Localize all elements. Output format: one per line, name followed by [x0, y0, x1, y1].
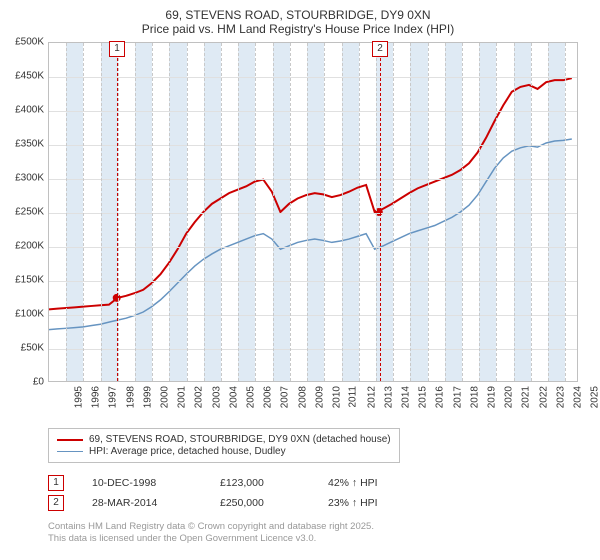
sale-price: £123,000 — [220, 477, 300, 489]
y-tick-label: £400K — [15, 105, 44, 116]
x-tick-label: 1998 — [125, 386, 136, 408]
sale-marker-label: 1 — [109, 41, 125, 57]
legend-swatch — [57, 439, 83, 441]
x-tick-label: 2020 — [503, 386, 514, 408]
x-tick-label: 2003 — [211, 386, 222, 408]
x-tick-label: 2025 — [589, 386, 600, 408]
y-tick-label: £450K — [15, 71, 44, 82]
y-tick-label: £0 — [33, 377, 44, 388]
x-tick-label: 2000 — [159, 386, 170, 408]
legend-item: HPI: Average price, detached house, Dudl… — [57, 446, 391, 457]
x-tick-label: 2006 — [263, 386, 274, 408]
y-tick-label: £200K — [15, 241, 44, 252]
x-tick-label: 2017 — [452, 386, 463, 408]
x-tick-label: 1999 — [142, 386, 153, 408]
footer-line1: Contains HM Land Registry data © Crown c… — [48, 521, 590, 533]
x-axis: 1995 1996 1997 1998 1999 2000 2001 2002 2003 2004… — [48, 382, 578, 422]
x-tick-label: 2018 — [469, 386, 480, 408]
y-tick-label: £50K — [21, 343, 44, 354]
y-tick-label: £350K — [15, 139, 44, 150]
x-tick-label: 2016 — [435, 386, 446, 408]
sale-badge: 1 — [48, 475, 64, 491]
legend: 69, STEVENS ROAD, STOURBRIDGE, DY9 0XN (… — [48, 428, 400, 463]
sale-date: 28-MAR-2014 — [92, 497, 192, 509]
legend-swatch — [57, 451, 83, 452]
x-tick-label: 1995 — [73, 386, 84, 408]
chart-area: £0 £50K £100K £150K £200K £250K £300K £350K £400… — [6, 42, 590, 422]
x-tick-label: 2009 — [314, 386, 325, 408]
x-tick-label: 2023 — [555, 386, 566, 408]
sale-delta: 42% ↑ HPI — [328, 477, 378, 489]
sale-row: 2 28-MAR-2014 £250,000 23% ↑ HPI — [48, 495, 590, 511]
x-tick-label: 2008 — [297, 386, 308, 408]
x-tick-label: 2019 — [486, 386, 497, 408]
x-tick-label: 2015 — [417, 386, 428, 408]
sale-price: £250,000 — [220, 497, 300, 509]
sale-delta: 23% ↑ HPI — [328, 497, 378, 509]
chart-container: 69, STEVENS ROAD, STOURBRIDGE, DY9 0XN P… — [0, 0, 600, 560]
x-tick-label: 2010 — [331, 386, 342, 408]
x-tick-label: 2002 — [194, 386, 205, 408]
legend-item: 69, STEVENS ROAD, STOURBRIDGE, DY9 0XN (… — [57, 434, 391, 445]
sale-row: 1 10-DEC-1998 £123,000 42% ↑ HPI — [48, 475, 590, 491]
x-tick-label: 2014 — [400, 386, 411, 408]
x-tick-label: 2004 — [228, 386, 239, 408]
x-tick-label: 1997 — [108, 386, 119, 408]
x-tick-label: 2012 — [366, 386, 377, 408]
sale-badge: 2 — [48, 495, 64, 511]
y-tick-label: £300K — [15, 173, 44, 184]
footer-line2: This data is licensed under the Open Gov… — [48, 533, 590, 545]
sale-marker-label: 2 — [372, 41, 388, 57]
series-hpi — [49, 139, 572, 330]
title-address: 69, STEVENS ROAD, STOURBRIDGE, DY9 0XN — [6, 8, 590, 22]
plot-area: 12 — [48, 42, 578, 382]
x-tick-label: 2005 — [245, 386, 256, 408]
x-tick-label: 2013 — [383, 386, 394, 408]
legend-label: 69, STEVENS ROAD, STOURBRIDGE, DY9 0XN (… — [89, 434, 391, 445]
x-tick-label: 2001 — [176, 386, 187, 408]
x-tick-label: 1996 — [90, 386, 101, 408]
line-series-svg — [49, 43, 577, 381]
y-tick-label: £150K — [15, 275, 44, 286]
x-tick-label: 2007 — [280, 386, 291, 408]
y-tick-label: £250K — [15, 207, 44, 218]
x-tick-label: 2022 — [538, 386, 549, 408]
sale-date: 10-DEC-1998 — [92, 477, 192, 489]
sales-table: 1 10-DEC-1998 £123,000 42% ↑ HPI 2 28-MAR-201… — [48, 475, 590, 511]
title-subtitle: Price paid vs. HM Land Registry's House … — [6, 22, 590, 36]
y-tick-label: £100K — [15, 309, 44, 320]
legend-label: HPI: Average price, detached house, Dudl… — [89, 446, 286, 457]
chart-titles: 69, STEVENS ROAD, STOURBRIDGE, DY9 0XN P… — [6, 8, 590, 36]
y-tick-label: £500K — [15, 37, 44, 48]
y-axis: £0£50K£100K£150K£200K£250K£300K£350K£400… — [6, 42, 48, 382]
footer-attribution: Contains HM Land Registry data © Crown c… — [48, 521, 590, 546]
x-tick-label: 2024 — [572, 386, 583, 408]
x-tick-label: 2011 — [348, 386, 359, 408]
series-price_paid — [49, 78, 572, 309]
x-tick-label: 2021 — [521, 386, 532, 408]
